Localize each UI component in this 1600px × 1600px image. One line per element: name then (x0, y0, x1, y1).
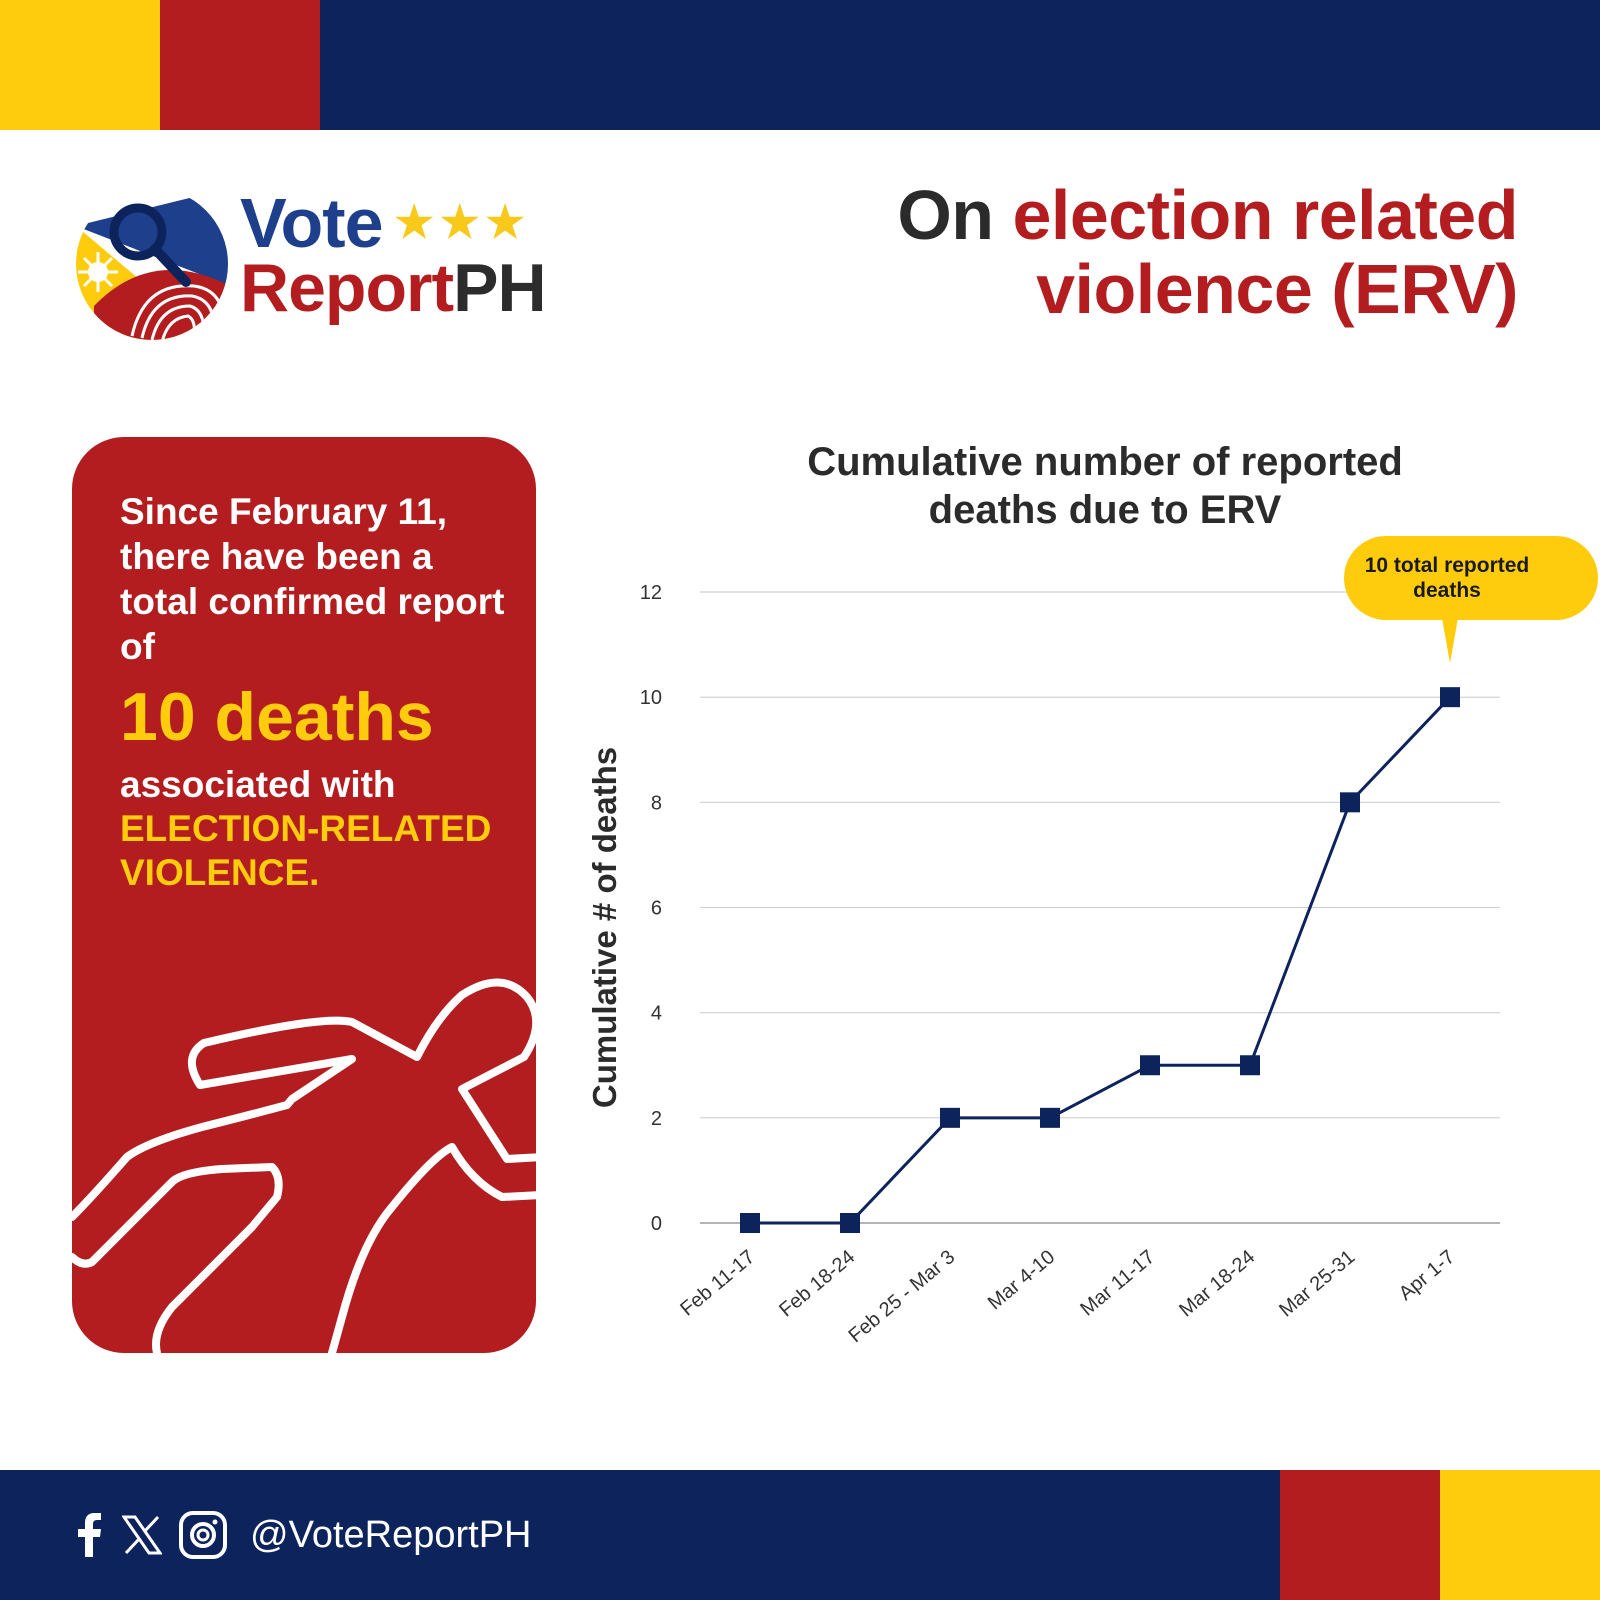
summary-erv-label: ELECTION-RELATED VIOLENCE. (120, 807, 520, 896)
y-tick-label: 2 (651, 1108, 662, 1130)
summary-death-count: 10 deaths (120, 678, 434, 755)
bottom-band-red (1280, 1470, 1440, 1600)
x-icon[interactable] (122, 1515, 162, 1555)
logo-word-vote: Vote (240, 184, 383, 262)
data-point (840, 1213, 860, 1233)
y-tick-label: 0 (651, 1213, 662, 1235)
x-tick-label: Mar 18-24 (1175, 1246, 1259, 1321)
summary-card: Since February 11, there have been a tot… (72, 437, 536, 1353)
summary-erv-line2: VIOLENCE. (120, 852, 320, 894)
social-handle[interactable]: @VoteReportPH (250, 1513, 532, 1556)
data-point (1240, 1055, 1260, 1076)
callout-text-line1: 10 total reported (1365, 554, 1530, 577)
data-point (1040, 1107, 1060, 1128)
top-band-yellow (0, 0, 160, 130)
y-tick-label: 8 (651, 792, 662, 814)
body-outline-icon (72, 978, 536, 1353)
logo-emblem-icon (76, 188, 228, 340)
top-band-red (160, 0, 320, 130)
logo-wordmark: Vote ★★★ ReportPH (240, 184, 547, 322)
data-point (1340, 792, 1360, 813)
y-axis-label: Cumulative # of deaths (586, 747, 623, 1108)
series-line (750, 696, 1452, 1225)
chart-title-line1: Cumulative number of reported (807, 440, 1403, 484)
summary-intro: Since February 11, there have been a tot… (120, 491, 505, 668)
summary-text: Since February 11, there have been a tot… (120, 489, 520, 896)
page-title-highlight: election related violence (ERV) (1012, 176, 1518, 329)
x-tick-label: Apr 1-7 (1395, 1246, 1459, 1305)
callout-pointer (1442, 618, 1458, 664)
chart-title: Cumulative number of reported deaths due… (740, 438, 1470, 534)
callout-text-line2: deaths (1413, 579, 1481, 602)
callout-bubble (1344, 536, 1598, 620)
x-tick-label: Feb 18-24 (775, 1246, 859, 1321)
data-point (740, 1213, 760, 1233)
top-band-navy (320, 0, 1600, 130)
bottom-band-yellow (1440, 1470, 1600, 1600)
page-title: On election related violence (ERV) (758, 178, 1518, 326)
social-links: @VoteReportPH (76, 1503, 532, 1567)
y-tick-label: 4 (651, 1003, 662, 1025)
data-point (940, 1107, 960, 1128)
data-point (1440, 687, 1460, 708)
facebook-icon[interactable] (76, 1513, 102, 1557)
x-tick-label: Feb 25 - Mar 3 (845, 1246, 960, 1347)
x-tick-label: Mar 11-17 (1076, 1246, 1159, 1320)
summary-erv-line1: ELECTION-RELATED (120, 807, 492, 849)
instagram-icon[interactable] (178, 1510, 228, 1560)
x-tick-label: Feb 11-17 (676, 1246, 759, 1321)
y-tick-label: 10 (640, 687, 662, 709)
page-title-prefix: On (897, 176, 1013, 254)
y-tick-label: 12 (640, 582, 662, 604)
logo-word-ph: PH (453, 250, 546, 326)
y-tick-label: 6 (651, 898, 662, 920)
chart-title-line2: deaths due to ERV (928, 488, 1282, 532)
summary-associated: associated with (120, 763, 396, 805)
logo-stars: ★★★ (394, 198, 531, 247)
x-tick-label: Mar 25-31 (1275, 1246, 1359, 1321)
logo-word-report: Report (240, 250, 454, 326)
x-tick-label: Mar 4-10 (984, 1246, 1059, 1314)
data-point (1140, 1055, 1160, 1076)
